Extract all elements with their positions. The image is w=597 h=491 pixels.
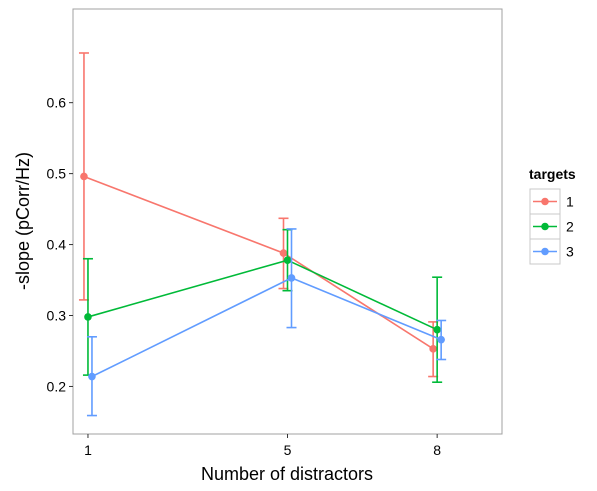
legend-key-point bbox=[541, 197, 549, 206]
y-tick-label: 0.4 bbox=[47, 237, 67, 253]
legend-label: 2 bbox=[566, 219, 574, 235]
y-axis: 0.2 0.3 0.4 0.5 0.6 bbox=[47, 95, 73, 394]
plot-panel bbox=[72, 8, 503, 435]
data-point bbox=[88, 372, 96, 381]
legend-label: 3 bbox=[566, 244, 574, 260]
y-tick-label: 0.5 bbox=[47, 166, 67, 182]
data-point bbox=[279, 249, 288, 257]
legend-title: targets bbox=[529, 166, 576, 182]
data-point bbox=[287, 274, 296, 282]
legend-label: 1 bbox=[566, 194, 574, 210]
legend: targets 1 2 3 bbox=[529, 166, 576, 265]
legend-key-point bbox=[541, 247, 549, 256]
y-axis-title: -slope (pCorr/Hz) bbox=[13, 152, 33, 290]
data-point bbox=[429, 345, 437, 353]
x-axis: 1 5 8 bbox=[84, 434, 441, 458]
data-point bbox=[84, 313, 92, 321]
data-point bbox=[283, 256, 292, 264]
legend-key-point bbox=[541, 222, 549, 231]
x-axis-title: Number of distractors bbox=[201, 464, 373, 484]
x-tick-label: 8 bbox=[433, 442, 441, 458]
legend-items: 1 2 3 bbox=[529, 188, 574, 265]
data-point bbox=[80, 172, 88, 181]
x-tick-label: 1 bbox=[84, 442, 92, 458]
x-tick-label: 5 bbox=[284, 442, 292, 458]
y-tick-label: 0.3 bbox=[47, 308, 67, 324]
y-tick-label: 0.2 bbox=[47, 378, 67, 394]
data-point bbox=[437, 335, 445, 344]
y-tick-label: 0.6 bbox=[47, 95, 67, 111]
series-layer bbox=[78, 52, 447, 417]
data-point bbox=[433, 325, 441, 334]
series-2 bbox=[82, 228, 443, 384]
series-3 bbox=[86, 228, 447, 417]
